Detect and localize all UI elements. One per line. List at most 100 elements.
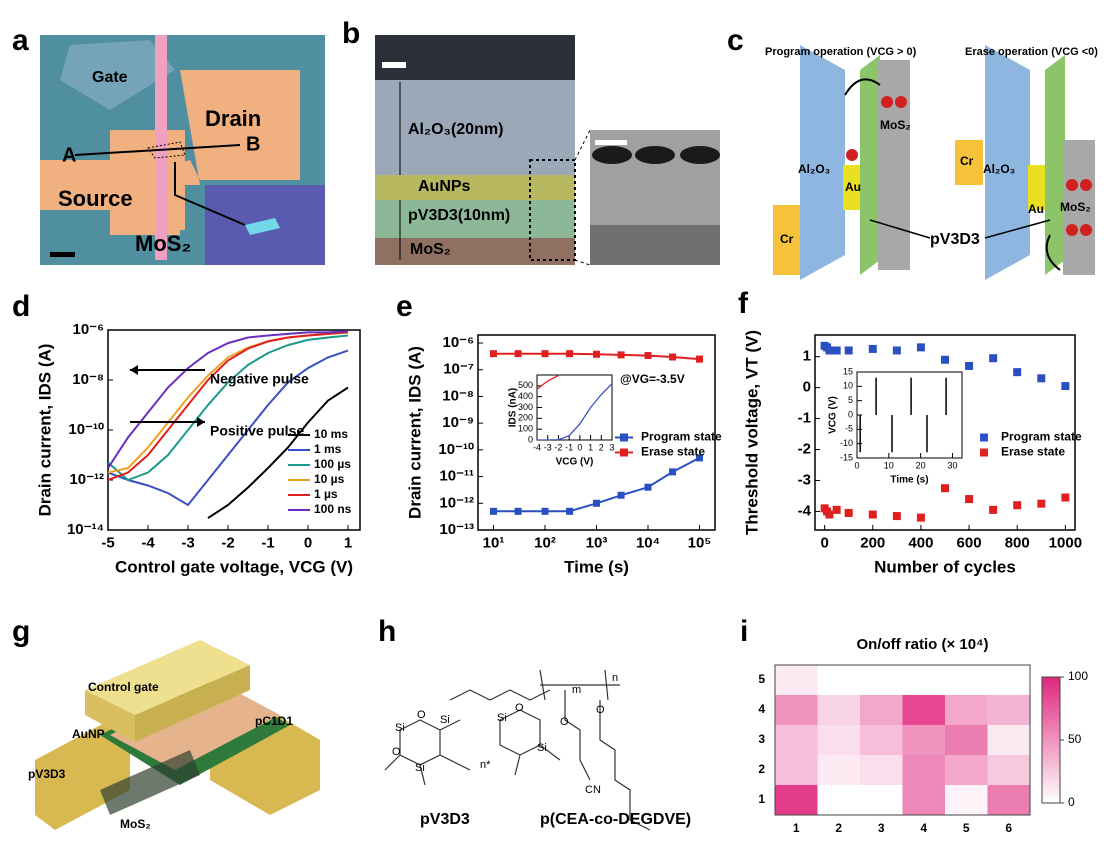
label: Au [845,180,861,194]
y-tick-label: 300 [518,402,533,412]
marker [1013,501,1022,510]
legend-label: 10 ms [314,427,348,441]
legend-swatch [980,448,988,457]
x-tick-label: 10² [534,534,556,551]
heat-cell [987,785,1030,815]
atom: m [572,684,581,696]
atom: O [417,709,426,721]
panel-label: h [378,615,396,648]
y-tick-label: 5 [758,672,765,686]
tem-image [375,35,720,266]
y-tick-label: 2 [758,762,765,776]
heat-cell [945,695,988,725]
colorbar [1041,676,1061,804]
y-tick-label: 10⁻¹¹ [439,468,474,485]
marker [541,350,549,358]
y-tick-label: 500 [518,380,533,390]
marker [989,505,998,514]
x-tick-label: 200 [860,534,885,551]
marker [868,510,877,519]
marker [832,346,841,355]
y-tick-label: 10⁻⁸ [442,387,474,404]
series-line [108,331,349,474]
series-line [108,349,349,507]
x-tick-label: 10³ [586,534,608,551]
y-tick-label: -4 [798,502,812,519]
diagram-title: Erase operation (VCG <0) [965,46,1098,58]
heat-cell [902,695,945,725]
device-render [35,640,320,830]
marker [566,350,574,358]
x-tick-label: 10¹ [483,534,505,551]
heat-cell [987,725,1030,755]
heat-cell [775,725,818,755]
x-tick-label: 1 [344,534,352,551]
label: B [246,133,260,155]
legend-label: 1 ms [314,442,342,456]
heat-cell [860,785,903,815]
marker [1061,382,1070,391]
marker [868,344,877,353]
x-tick-label: -4 [533,442,541,452]
y-tick-label: 4 [758,702,765,716]
legend-label: Program state [641,430,722,444]
label: Cr [960,154,974,168]
x-axis-label: Control gate voltage, VCG (V) [115,557,353,576]
x-tick-label: 1 [793,821,800,835]
marker [514,507,522,515]
y-tick-label: 1 [758,792,765,806]
label: MoS₂ [120,817,151,831]
heat-cell [945,785,988,815]
series-line [537,375,559,390]
legend-label: Erase state [641,445,705,459]
marker [916,343,925,352]
y-tick-label: 10⁻¹² [69,471,104,488]
atom: O [392,746,401,758]
y-tick-label: -5 [845,424,853,434]
series-line [108,334,349,482]
diagram-title: Program operation (VCG > 0) [765,46,917,58]
inset-background [857,372,962,458]
colorbar-tick-label: 100 [1068,669,1088,683]
marker [566,507,574,515]
colorbar-tick-label: 50 [1068,732,1082,746]
heat-cell [817,695,860,725]
label: AuNPs [418,178,471,195]
atom: O [560,716,569,728]
x-tick-label: -3 [181,534,194,551]
marker [490,350,498,358]
y-tick-label: 400 [518,391,533,401]
heat-cell [902,755,945,785]
x-tick-label: 2 [599,442,604,452]
heat-cell [987,695,1030,725]
series-line [108,330,349,469]
x-tick-label: -4 [141,534,155,551]
y-tick-label: 10⁻¹² [439,494,474,511]
colorbar-tick-label: 0 [1068,795,1075,809]
x-tick-label: 1 [588,442,593,452]
legend-label: 10 µs [314,472,345,486]
marker [1013,368,1022,377]
atom: O [515,702,524,714]
micrograph [40,35,325,265]
y-tick-label: 15 [843,366,853,376]
chart-title: On/off ratio (× 10⁴) [856,636,988,653]
x-tick-label: 1000 [1049,534,1082,551]
annotation: Positive pulse [210,423,304,439]
label: Cr [780,232,794,246]
heat-cell [817,785,860,815]
y-axis-label: VCG (V) [828,396,839,434]
x-tick-label: 600 [957,534,982,551]
legend-swatch [620,448,628,457]
x-tick-label: -2 [221,534,234,551]
y-tick-label: 10⁻⁶ [442,334,474,351]
heat-cell [860,725,903,755]
y-tick-label: 10⁻⁷ [443,361,474,378]
marker [617,491,625,499]
legend-label: 100 ns [314,502,352,516]
y-tick-label: -15 [840,452,853,462]
heat-cell [775,785,818,815]
marker [892,346,901,355]
